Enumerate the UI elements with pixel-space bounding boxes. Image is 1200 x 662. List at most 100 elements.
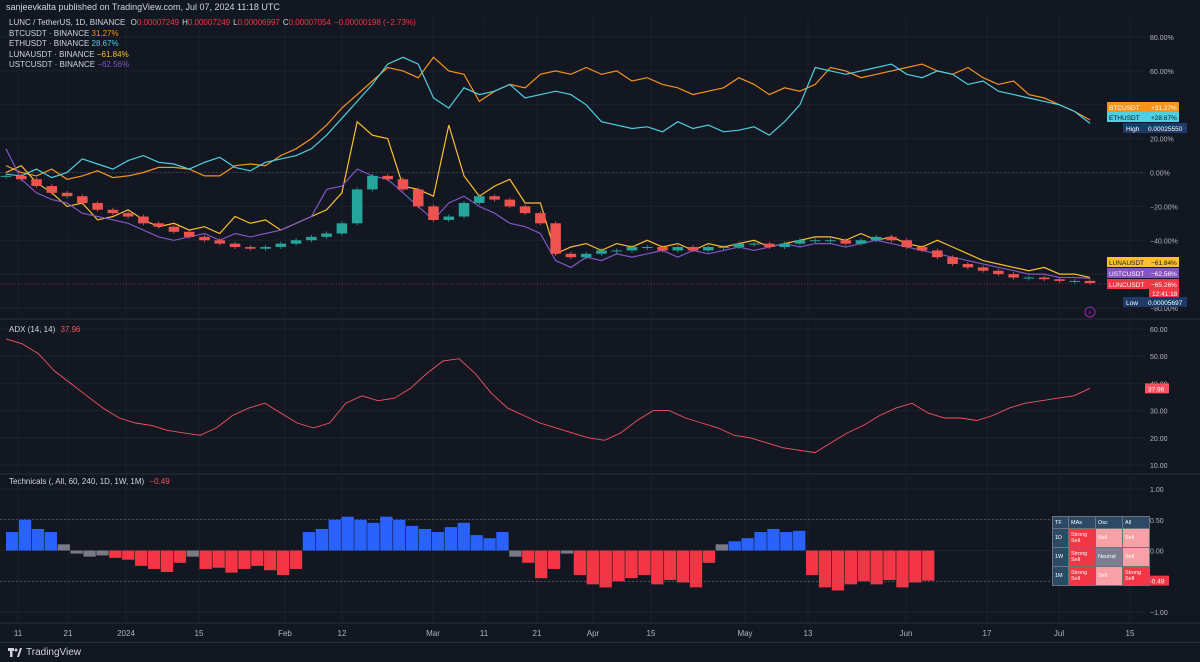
countdown-text: 12:41:18 (1152, 291, 1178, 298)
candle (214, 240, 226, 244)
ohlc-label: O (130, 18, 137, 27)
technicals-bar (728, 541, 741, 551)
tradingview-logo[interactable]: TradingView (8, 647, 81, 658)
technicals-cell: Strong Sell (1068, 547, 1096, 567)
candle (779, 243, 790, 248)
x-tick-label: 21 (64, 629, 73, 638)
symbol-line[interactable]: LUNC / TetherUS, 1D, BINANCE O0.00007249… (9, 18, 416, 29)
candle (565, 253, 577, 258)
technicals-bar (18, 519, 32, 551)
technicals-row: 1D Strong Sell Sell Sell (1052, 528, 1150, 548)
technicals-bar (470, 535, 483, 551)
series-line-ustcusdt (5, 148, 1091, 279)
technicals-header-cell: Osc (1095, 516, 1123, 529)
y-tick-label: −40.00% (1150, 238, 1178, 245)
candle (260, 247, 271, 249)
candle (77, 196, 88, 203)
compare-value: −61.84% (96, 49, 129, 59)
compare-value: 28.67% (91, 39, 119, 48)
candle (977, 267, 989, 271)
technicals-bar (418, 528, 432, 551)
technicals-bar (793, 530, 806, 551)
technicals-header-cell: MAs (1068, 516, 1096, 529)
technicals-row: 1W Strong Sell Neutral Sell (1052, 547, 1150, 567)
x-tick-label: 13 (804, 629, 813, 638)
y-tick-label: −1.00 (1150, 610, 1168, 617)
technicals-legend[interactable]: Technicals (, All, 60, 240, 1D, 1W, 1M) … (9, 477, 170, 488)
technicals-bar (702, 550, 716, 563)
technicals-table: TF MAs Osc All 1D Strong Sell Sell Sell 1W Stron… (1052, 516, 1150, 586)
technicals-bar (122, 550, 135, 560)
price-label-box (1123, 297, 1187, 307)
y-tick-label: 50.00 (1150, 354, 1168, 361)
technicals-bar (767, 528, 780, 551)
technicals-bar (676, 550, 690, 583)
technicals-bar (586, 550, 599, 585)
y-tick-label: 20.00 (1150, 436, 1168, 443)
ohlc-item: C0.00007054 (283, 18, 331, 27)
technicals-bar (160, 550, 174, 573)
last-label-name: LUNAUSDT (1109, 260, 1144, 267)
y-tick-label: 60.00 (1150, 327, 1168, 334)
adx-legend[interactable]: ADX (14, 14) 37.96 (9, 325, 81, 336)
x-tick-label: 15 (647, 629, 656, 638)
last-label-name: ETHUSDT (1109, 115, 1140, 122)
technicals-bar (367, 522, 380, 551)
x-tick-label: 15 (195, 629, 204, 638)
compare-item[interactable]: USTCUSDT · BINANCE −62.56% (9, 60, 416, 71)
technicals-bar (431, 532, 445, 551)
technicals-bar (186, 550, 199, 557)
technicals-bar (805, 550, 819, 576)
technicals-bar (31, 528, 45, 551)
technicals-bar (6, 532, 19, 551)
candle (1023, 277, 1035, 279)
last-value-box (1149, 102, 1179, 112)
candle (733, 243, 745, 248)
technicals-bar (380, 516, 393, 551)
last-value-text: −62.56% (1151, 271, 1177, 278)
candle (855, 240, 867, 244)
technicals-bar (70, 550, 83, 554)
technicals-table-header: TF MAs Osc All (1052, 516, 1150, 529)
compare-list: BTCUSDT · BINANCE 31.27% ETHUSDT · BINANC… (9, 29, 416, 71)
technicals-tf: 1M (1052, 566, 1069, 586)
technicals-bar (212, 550, 225, 568)
candle (550, 223, 561, 254)
technicals-bar (689, 550, 703, 588)
candle (306, 236, 317, 241)
y-tick-label: 0.50 (1150, 518, 1164, 525)
compare-item[interactable]: ETHUSDT · BINANCE 28.67% (9, 39, 416, 50)
technicals-bar (844, 550, 857, 585)
ohlc-value: 0.00007249 (187, 18, 231, 27)
last-label-ethusdt (1107, 112, 1149, 122)
technicals-bar (444, 527, 457, 551)
price-label-box (1123, 123, 1187, 133)
candle (15, 175, 27, 180)
y-tick-label: −80.00% (1150, 306, 1178, 313)
compare-name: ETHUSDT · BINANCE (9, 39, 92, 48)
x-tick-label: Feb (278, 629, 292, 638)
technicals-bar (276, 550, 290, 576)
technicals-bar (741, 538, 754, 551)
technicals-bar (922, 550, 935, 581)
candle (748, 243, 760, 245)
adx-last-value: 37.96 (1148, 386, 1165, 393)
technicals-bar (909, 550, 922, 583)
last-value-text: +31.27% (1151, 105, 1177, 112)
compare-item[interactable]: BTCUSDT · BINANCE 31.27% (9, 29, 416, 40)
candle (199, 236, 210, 241)
lightning-icon (1084, 306, 1096, 318)
candle (153, 223, 164, 227)
y-tick-label: 60.00% (1150, 69, 1174, 76)
technicals-cell: Sell (1095, 528, 1123, 548)
technicals-bar (612, 550, 625, 582)
footer-bar: TradingView (0, 642, 1200, 662)
technicals-bar (780, 532, 793, 551)
compare-item[interactable]: LUNAUSDT · BINANCE −61.84% (9, 50, 416, 61)
candle (718, 247, 729, 249)
technicals-bar (328, 519, 341, 551)
candle (443, 216, 455, 220)
publisher-text: sanjeevkalta published on TradingView.co… (6, 2, 280, 12)
technicals-cell: Sell (1095, 566, 1123, 586)
